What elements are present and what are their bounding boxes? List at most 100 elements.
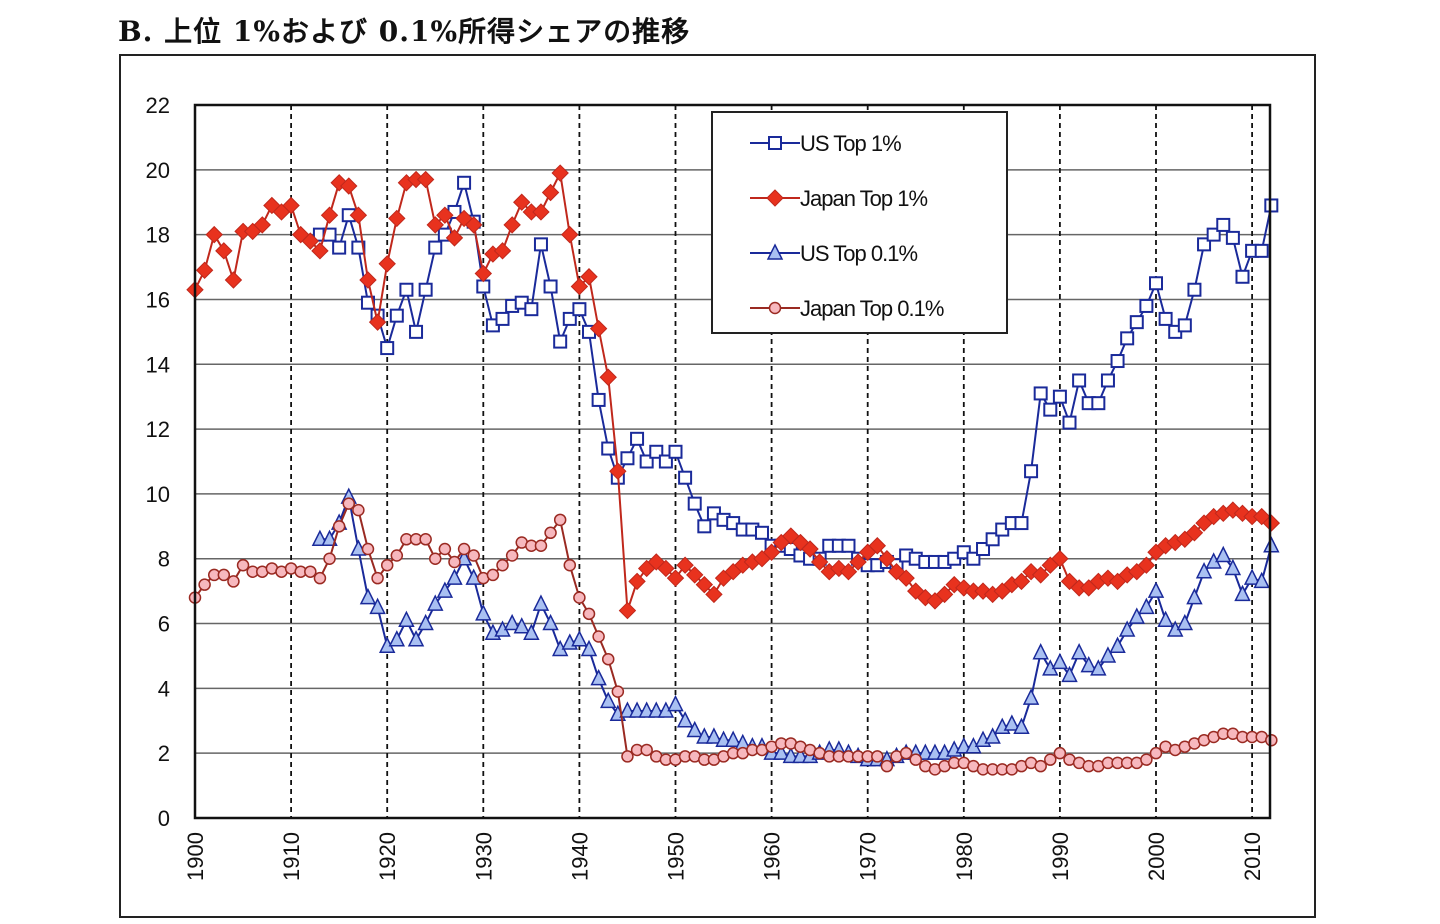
data-point: [754, 525, 769, 540]
data-point: [1264, 198, 1279, 213]
data-point: [1254, 243, 1269, 258]
data-point: [878, 550, 896, 568]
data-point: [542, 613, 559, 631]
data-point: [621, 750, 634, 763]
data-point: [1099, 646, 1117, 663]
data-point: [955, 737, 973, 754]
legend-label: US Top 1%: [800, 131, 901, 156]
data-point: [351, 240, 366, 255]
legend-label: US Top 0.1%: [800, 241, 917, 266]
data-point: [628, 572, 646, 591]
data-point: [513, 617, 530, 634]
data-point: [782, 746, 800, 764]
data-point: [1128, 607, 1145, 624]
data-point: [871, 750, 884, 763]
data-point: [198, 578, 211, 591]
data-point: [705, 585, 723, 604]
data-point: [1139, 298, 1154, 313]
data-point: [1070, 643, 1088, 660]
data-point: [427, 594, 444, 611]
data-point: [1158, 311, 1173, 326]
data-point: [1265, 733, 1278, 747]
data-point: [227, 575, 240, 588]
data-point: [628, 701, 646, 718]
data-point: [1024, 464, 1039, 479]
data-point: [1022, 688, 1040, 705]
data-point: [407, 630, 425, 647]
data-point: [476, 279, 491, 294]
x-tick-label: 1990: [1048, 832, 1073, 881]
data-point: [1262, 514, 1281, 532]
data-point: [801, 540, 819, 558]
legend-marker: [766, 189, 784, 207]
data-point: [438, 542, 452, 556]
data-point: [917, 743, 934, 760]
data-point: [792, 746, 809, 764]
data-point: [600, 691, 617, 709]
data-point: [648, 701, 665, 718]
data-point: [541, 183, 560, 202]
x-tick-label: 1980: [952, 832, 977, 881]
data-point: [332, 240, 347, 255]
data-point: [1062, 415, 1077, 430]
data-point: [215, 242, 233, 260]
data-point: [389, 308, 404, 323]
data-point: [1034, 759, 1047, 773]
data-point: [195, 261, 214, 279]
data-point: [349, 206, 368, 224]
data-point: [1090, 659, 1107, 676]
x-tick-label: 1900: [183, 832, 208, 881]
data-point: [313, 571, 327, 585]
data-point: [1091, 396, 1106, 411]
legend-box: [711, 111, 1008, 334]
x-tick-label: 2000: [1144, 832, 1169, 881]
data-point: [592, 630, 605, 643]
data-point: [1109, 636, 1126, 653]
data-point: [524, 302, 539, 317]
data-point: [1129, 315, 1144, 330]
data-point: [417, 613, 434, 631]
x-tick-label: 1940: [567, 832, 592, 881]
data-point: [724, 730, 742, 747]
data-point: [457, 542, 471, 556]
data-point: [1263, 536, 1280, 553]
legend: US Top 1% Japan Top 1% US Top 0.1% Japan To…: [711, 111, 1008, 334]
data-point: [1120, 331, 1135, 346]
data-point: [236, 558, 250, 572]
data-point: [580, 268, 598, 286]
data-point: [426, 216, 444, 234]
data-point: [446, 568, 463, 585]
data-point: [323, 552, 336, 565]
data-point: [475, 604, 492, 621]
data-point: [419, 533, 432, 546]
data-point: [388, 630, 406, 647]
data-point: [1176, 613, 1194, 631]
data-point: [772, 743, 790, 760]
data-point: [591, 392, 606, 407]
legend-marker: [768, 136, 782, 150]
data-point: [1185, 524, 1204, 542]
data-point: [474, 264, 493, 283]
data-point: [1253, 571, 1270, 589]
data-point: [1234, 584, 1251, 602]
data-point: [705, 727, 723, 744]
data-point: [369, 597, 386, 615]
data-point: [601, 441, 616, 456]
x-tick-label: 1920: [375, 832, 400, 881]
data-point: [390, 549, 404, 562]
data-point: [1243, 568, 1261, 585]
data-point: [1110, 354, 1125, 369]
data-point: [611, 685, 625, 698]
data-point: [533, 237, 548, 252]
data-point: [899, 746, 913, 760]
y-tick-label: 10: [146, 482, 170, 507]
data-point: [1012, 572, 1031, 591]
data-point: [436, 581, 454, 598]
y-tick-label: 8: [158, 547, 170, 572]
data-point: [668, 444, 683, 459]
data-point: [534, 539, 548, 553]
data-point: [1100, 373, 1115, 388]
data-point: [378, 255, 396, 273]
data-point: [1195, 562, 1213, 579]
data-point: [1215, 545, 1232, 563]
